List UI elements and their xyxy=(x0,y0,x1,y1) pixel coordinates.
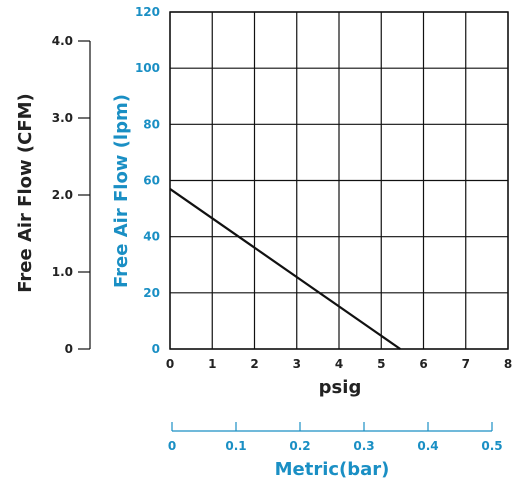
metric-axis-title: Metric(bar) xyxy=(275,459,390,480)
y-tick-label-2: 40 xyxy=(143,230,160,244)
cfm-tick-label-3: 3.0 xyxy=(52,111,73,125)
series-line-0 xyxy=(169,188,401,350)
cfm-tick-label-1: 1.0 xyxy=(52,265,73,279)
y-tick-label-3: 60 xyxy=(143,174,160,188)
bar-tick-label-1: 0.1 xyxy=(225,439,246,453)
y-tick-label-5: 100 xyxy=(135,61,160,75)
bar-tick-label-4: 0.4 xyxy=(417,439,438,453)
series-layer xyxy=(169,188,401,350)
x-axis-title: psig xyxy=(319,377,362,398)
x-tick-label-5: 5 xyxy=(377,357,385,371)
y-tick-label-0: 0 xyxy=(152,342,160,356)
x-tick-label-7: 7 xyxy=(462,357,470,371)
bar-axis: 0 0.1 0.2 0.3 0.4 0.5 xyxy=(168,422,503,453)
cfm-tick-label-4: 4.0 xyxy=(52,34,73,48)
x-tick-label-0: 0 xyxy=(166,357,174,371)
x-tick-label-1: 1 xyxy=(208,357,216,371)
x-tick-label-8: 8 xyxy=(504,357,512,371)
x-tick-label-6: 6 xyxy=(419,357,427,371)
cfm-axis-title: Free Air Flow (CFM) xyxy=(15,93,36,293)
y-axis-title: Free Air Flow (lpm) xyxy=(111,94,132,288)
x-tick-label-3: 3 xyxy=(293,357,301,371)
x-tick-label-2: 2 xyxy=(250,357,258,371)
y-tick-label-4: 80 xyxy=(143,117,160,131)
bar-tick-label-3: 0.3 xyxy=(353,439,374,453)
y-tick-label-1: 20 xyxy=(143,286,160,300)
grid-lines xyxy=(169,11,509,350)
y-tick-labels: 0 20 40 60 80 100 120 xyxy=(135,5,160,356)
x-tick-label-4: 4 xyxy=(335,357,343,371)
x-tick-labels: 0 1 2 3 4 5 6 7 8 xyxy=(166,357,512,371)
cfm-tick-label-2: 2.0 xyxy=(52,188,73,202)
y-tick-label-6: 120 xyxy=(135,5,160,19)
plot-frame xyxy=(169,11,509,350)
bar-tick-label-2: 0.2 xyxy=(289,439,310,453)
cfm-tick-label-0: 0 xyxy=(65,342,73,356)
cfm-axis: 0 1.0 2.0 3.0 4.0 xyxy=(52,34,91,356)
bar-tick-label-0: 0 xyxy=(168,439,176,453)
bar-tick-label-5: 0.5 xyxy=(481,439,502,453)
